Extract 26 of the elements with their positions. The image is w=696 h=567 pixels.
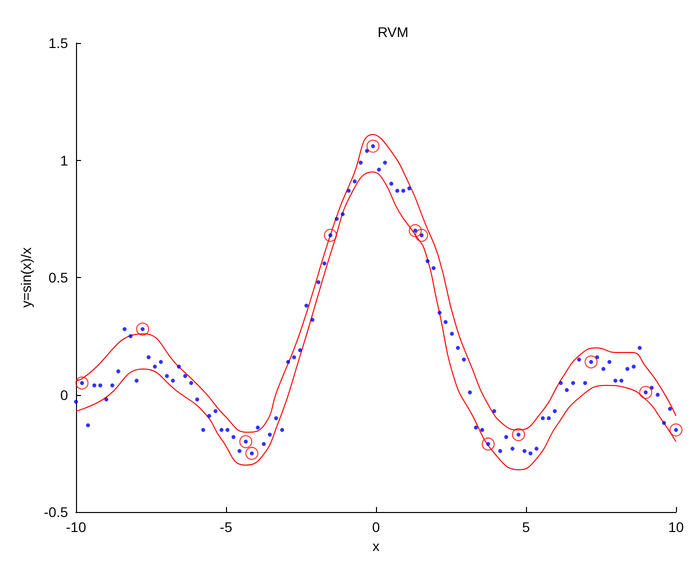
point	[324, 228, 337, 242]
y-tick-label: 0	[60, 386, 68, 403]
y-axis-title: y=sin(x)/x	[18, 247, 34, 308]
chart-title: RVM	[378, 24, 408, 40]
point	[239, 435, 252, 448]
x-axis-title: x	[372, 538, 380, 554]
x-tick-label: 0	[372, 519, 380, 535]
y-tick-label: 1	[60, 152, 68, 168]
y-tick-label: 1.5	[48, 35, 68, 51]
point	[408, 224, 422, 238]
x-tick-label: 10	[668, 519, 684, 535]
y-tick-label: -0.5	[44, 504, 68, 520]
point	[482, 438, 495, 450]
point	[670, 423, 682, 436]
point	[366, 140, 380, 153]
point	[76, 376, 88, 390]
point	[136, 322, 150, 336]
point	[245, 446, 258, 460]
x-tick-label: -10	[66, 519, 86, 535]
x-tick-label: -5	[220, 519, 232, 535]
point	[415, 228, 428, 242]
x-tick-label: 5	[522, 519, 530, 535]
point	[639, 386, 652, 399]
y-tick-label: 0.5	[48, 270, 68, 286]
point	[512, 428, 525, 442]
point	[584, 355, 598, 368]
